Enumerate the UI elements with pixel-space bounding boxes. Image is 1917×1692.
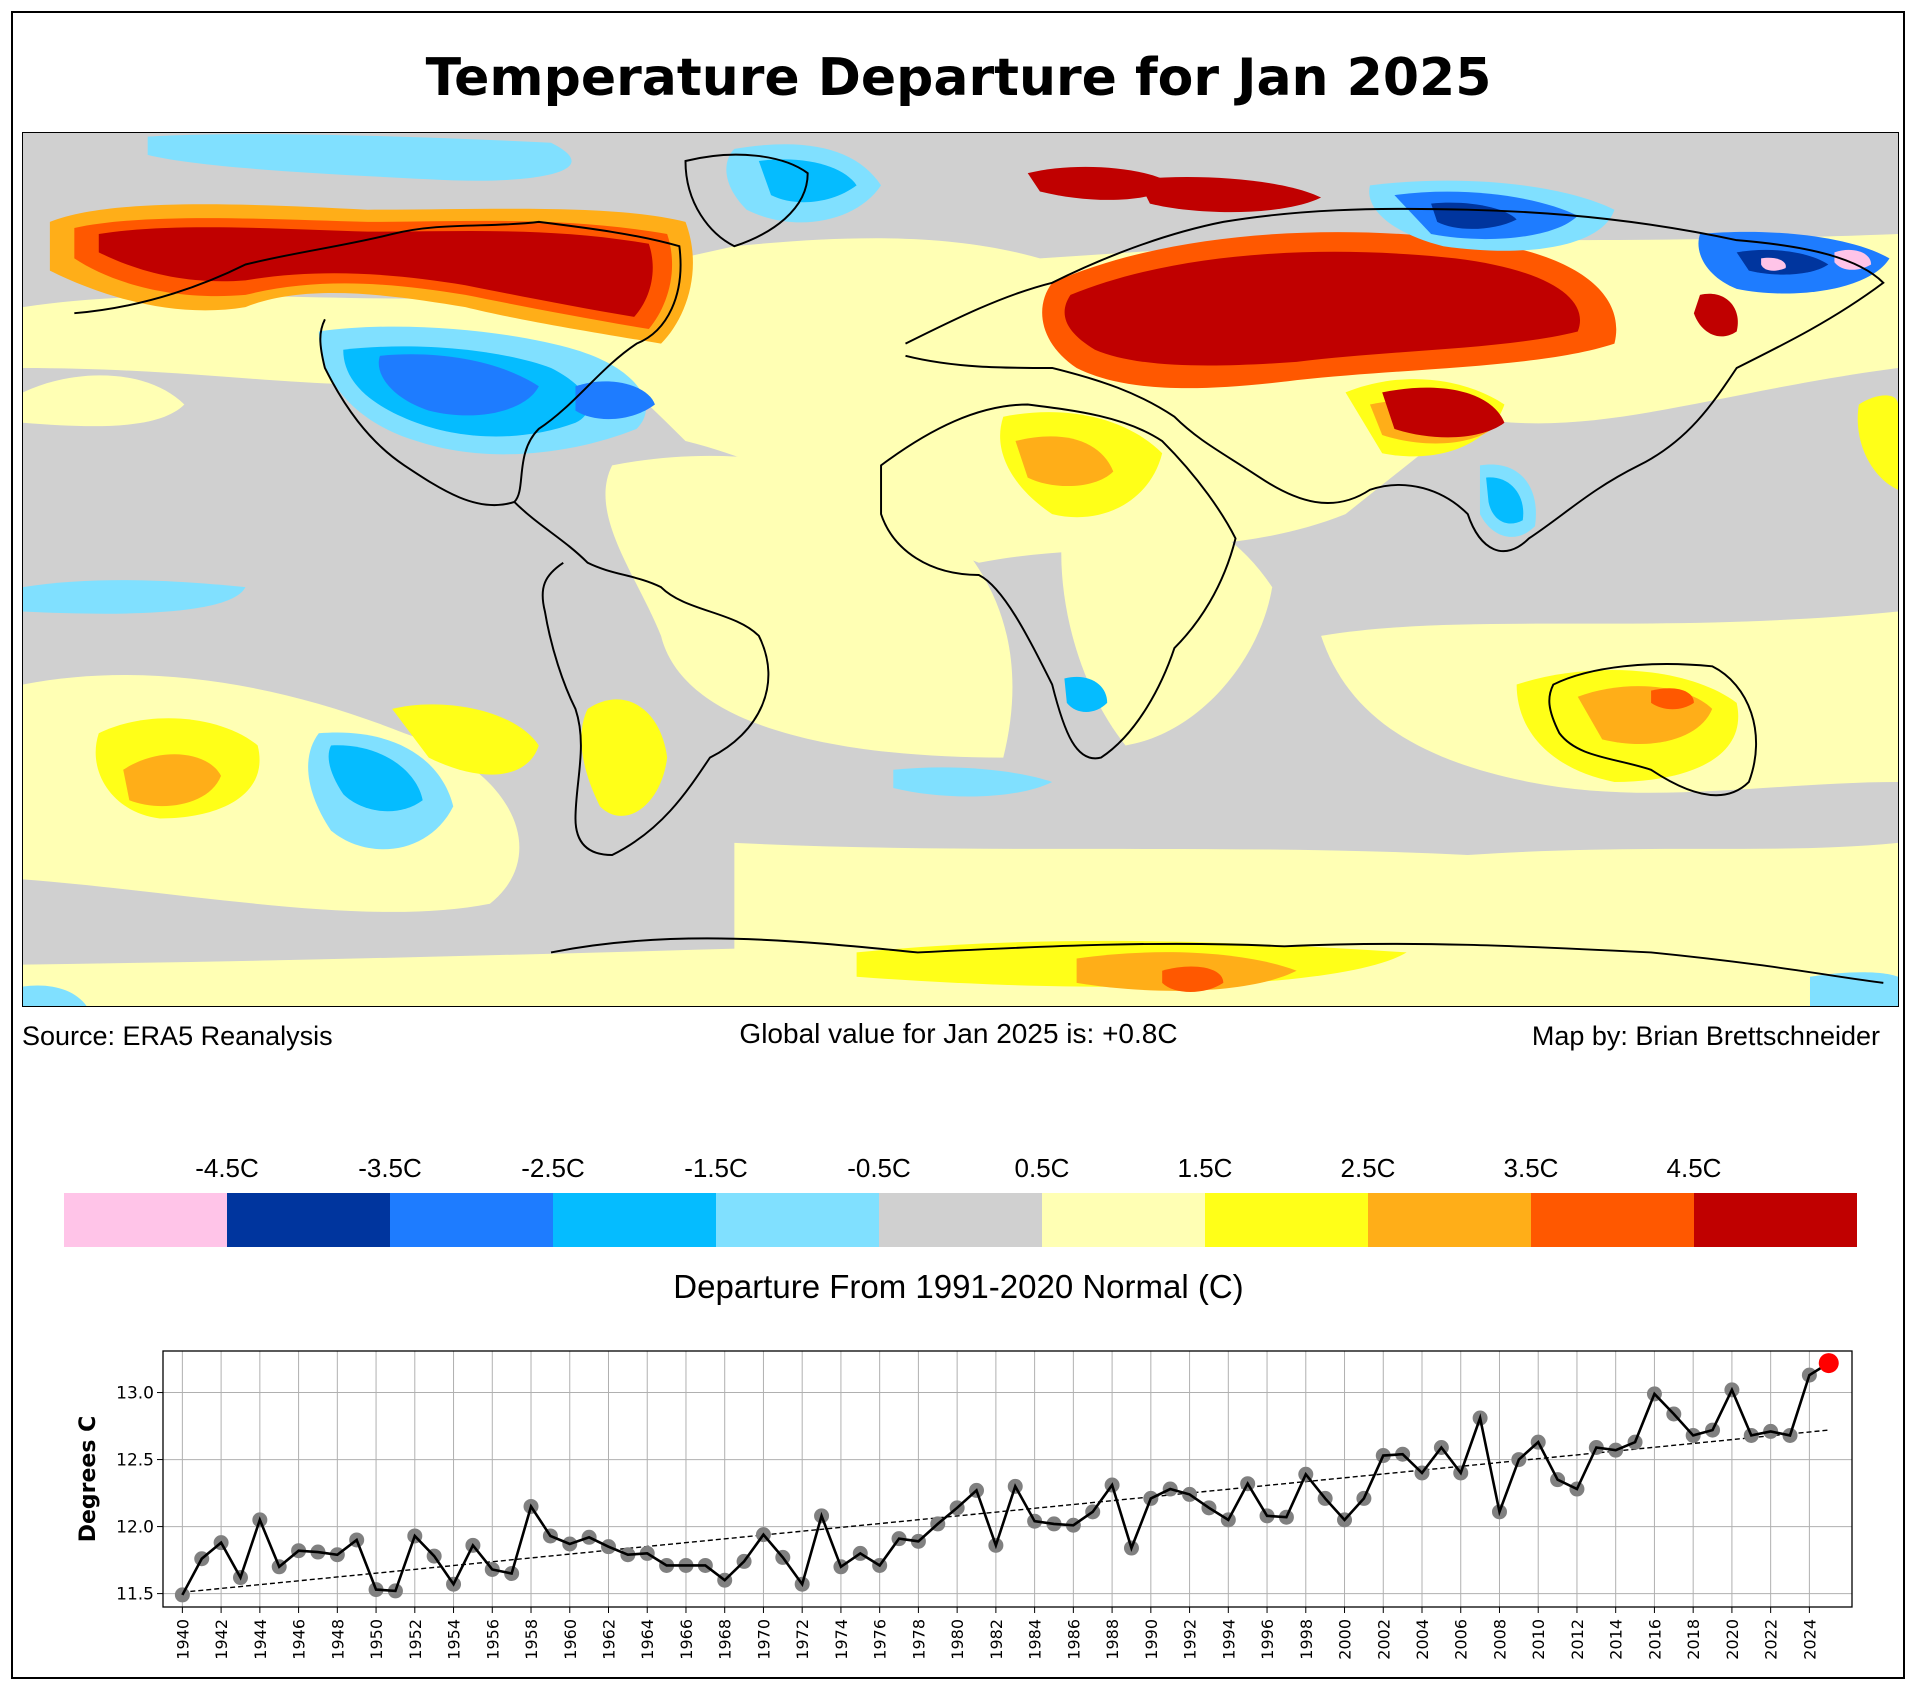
colorbar-label: Departure From 1991-2020 Normal (C) — [673, 1268, 1244, 1305]
y-tick-label: 12.0 — [116, 1518, 154, 1538]
colorbar-tick-label: -4.5C — [195, 1153, 259, 1183]
x-tick-label: 2002 — [1374, 1619, 1393, 1660]
colorbar-segment — [390, 1193, 553, 1247]
x-tick-label: 2006 — [1452, 1619, 1471, 1660]
x-tick-label: 1990 — [1142, 1619, 1161, 1660]
x-tick-label: 1994 — [1219, 1619, 1238, 1660]
colorbar-tick-label: -3.5C — [358, 1153, 422, 1183]
colorbar-tick-label: -0.5C — [847, 1153, 911, 1183]
trend-layer — [182, 1429, 1829, 1593]
author-caption: Map by: Brian Brettschneider — [1531, 1021, 1880, 1051]
x-tick-label: 1982 — [987, 1619, 1006, 1660]
x-tick-label: 1954 — [445, 1619, 464, 1660]
x-tick-label: 1956 — [483, 1619, 502, 1660]
x-tick-label: 1952 — [406, 1619, 425, 1660]
latest-value-marker — [1818, 1353, 1839, 1374]
x-tick-label: 2018 — [1684, 1619, 1703, 1660]
line-chart-svg: 11.5 12.0 12.5 13.0 1940 1942 1944 1946 1948 195… — [76, 1350, 1853, 1660]
x-tick-label: 1980 — [948, 1619, 967, 1660]
x-axis-ticks: 1940 1942 1944 1946 1948 1950 1952 1954 1956 1958… — [173, 1607, 1819, 1660]
colorbar-tick-label: 3.5C — [1503, 1153, 1559, 1183]
x-tick-label: 1958 — [522, 1619, 541, 1660]
x-tick-label: 2024 — [1800, 1619, 1819, 1660]
x-tick-label: 2014 — [1607, 1619, 1626, 1660]
global-value-caption: Global value for Jan 2025 is: +0.8C — [739, 1018, 1178, 1049]
x-tick-label: 1940 — [173, 1619, 192, 1660]
x-tick-label: 1962 — [599, 1619, 618, 1660]
colorbar-tick-label: -2.5C — [521, 1153, 585, 1183]
x-tick-label: 1992 — [1181, 1619, 1200, 1660]
x-tick-label: 1944 — [251, 1619, 270, 1660]
x-tick-label: 1970 — [754, 1619, 773, 1660]
colorbar-tick-label: 2.5C — [1340, 1153, 1396, 1183]
colorbar-segment — [553, 1193, 716, 1247]
y-tick-label: 13.0 — [116, 1384, 154, 1404]
colorbar-tick-label: 1.5C — [1177, 1153, 1233, 1183]
x-tick-label: 1968 — [716, 1619, 735, 1660]
x-tick-label: 1942 — [212, 1619, 231, 1660]
temperature-line — [181, 1361, 1830, 1596]
temperature-anomaly-map — [22, 132, 1899, 1007]
x-tick-label: 1988 — [1103, 1619, 1122, 1660]
global-temperature-chart: 11.5 12.0 12.5 13.0 1940 1942 1944 1946 1948 195… — [0, 1330, 1917, 1680]
colorbar-segment — [879, 1193, 1042, 1247]
y-tick-label: 11.5 — [116, 1585, 154, 1605]
colorbar-tick-label: -1.5C — [684, 1153, 748, 1183]
x-tick-label: 1948 — [328, 1619, 347, 1660]
source-caption: Source: ERA5 Reanalysis — [22, 1021, 333, 1051]
world-map-icon — [23, 133, 1898, 1006]
colorbar-segment — [1205, 1193, 1368, 1247]
x-tick-label: 2004 — [1413, 1619, 1432, 1660]
x-tick-label: 2000 — [1336, 1619, 1355, 1660]
x-tick-label: 2012 — [1568, 1619, 1587, 1660]
x-tick-label: 1978 — [909, 1619, 928, 1660]
x-tick-label: 2010 — [1529, 1619, 1548, 1660]
x-tick-label: 1972 — [793, 1619, 812, 1660]
colorbar-segment — [227, 1193, 390, 1247]
colorbar-segment — [1694, 1193, 1857, 1247]
colorbar-segment — [1531, 1193, 1694, 1247]
x-tick-label: 2016 — [1645, 1619, 1664, 1660]
x-tick-label: 1976 — [871, 1619, 890, 1660]
colorbar-tick-label: 4.5C — [1666, 1153, 1722, 1183]
coastlines — [74, 153, 1885, 984]
plot-frame — [162, 1350, 1853, 1608]
x-tick-label: 1966 — [677, 1619, 696, 1660]
grid — [163, 1351, 1852, 1607]
colorbar-segment — [1042, 1193, 1205, 1247]
y-axis-ticks: 11.5 12.0 12.5 13.0 — [116, 1384, 163, 1605]
page-title: Temperature Departure for Jan 2025 — [425, 48, 1492, 108]
x-tick-label: 1986 — [1064, 1619, 1083, 1660]
x-tick-label: 2020 — [1723, 1619, 1742, 1660]
x-tick-label: 1950 — [367, 1619, 386, 1660]
y-tick-label: 12.5 — [116, 1451, 154, 1471]
figure-frame — [11, 11, 1905, 1679]
map-anomaly-fields — [23, 134, 1898, 1006]
x-tick-label: 1996 — [1258, 1619, 1277, 1660]
line-layer — [181, 1361, 1830, 1596]
x-tick-label: 1960 — [561, 1619, 580, 1660]
x-tick-label: 1998 — [1297, 1619, 1316, 1660]
colorbar-segment — [716, 1193, 879, 1247]
trend-line — [182, 1429, 1829, 1593]
colorbar-segment — [64, 1193, 227, 1247]
x-tick-label: 1984 — [1026, 1619, 1045, 1660]
colorbar — [64, 1193, 1857, 1247]
y-axis-label: Degrees C — [76, 1416, 101, 1543]
x-tick-label: 1964 — [638, 1619, 657, 1660]
colorbar-tick-label: 0.5C — [1014, 1153, 1070, 1183]
x-tick-label: 1974 — [832, 1619, 851, 1660]
highlight-layer — [1818, 1353, 1839, 1374]
x-tick-label: 2008 — [1490, 1619, 1509, 1660]
colorbar-segment — [1368, 1193, 1531, 1247]
x-tick-label: 1946 — [290, 1619, 309, 1660]
x-tick-label: 2022 — [1762, 1619, 1781, 1660]
